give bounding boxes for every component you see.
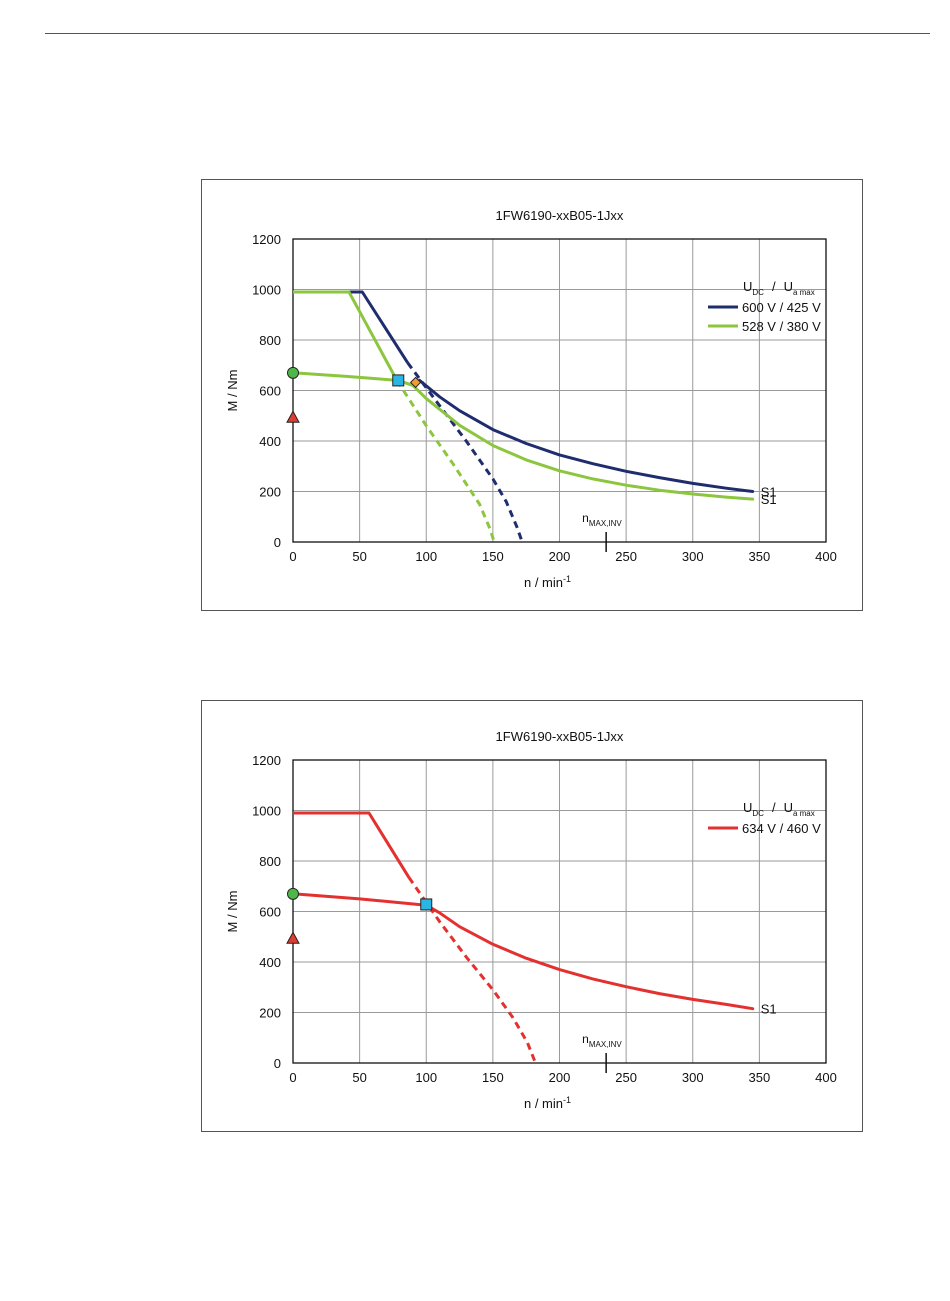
x-tick-label: 100: [415, 549, 437, 564]
marker-circle: [287, 366, 299, 379]
y-tick-label: 800: [259, 854, 281, 869]
legend-header: UDC / Ua max: [743, 800, 815, 818]
marker-triangle: [286, 931, 300, 944]
marker-square: [420, 898, 433, 911]
legend-header-u2: U: [784, 279, 793, 294]
x-tick-label: 250: [615, 1070, 637, 1085]
n-max-inv-label: nMAX,INV: [582, 511, 622, 528]
x-tick-label: 50: [352, 1070, 366, 1085]
n-max-inv-label-main: n: [582, 1032, 589, 1046]
n-max-inv-label-main: n: [582, 511, 589, 525]
plot-area-border: [292, 759, 827, 1064]
y-axis-label: M / Nm: [225, 370, 240, 412]
y-tick-label: 400: [259, 955, 281, 970]
x-tick-label: 150: [482, 549, 504, 564]
y-tick-label: 1200: [252, 753, 281, 768]
x-axis-label: n / min-1: [524, 1095, 571, 1111]
s1-label: S1: [761, 492, 777, 507]
legend-header-u1: U: [743, 279, 752, 294]
chart-title: 1FW6190-xxB05-1Jxx: [496, 208, 624, 223]
y-tick-label: 800: [259, 333, 281, 348]
y-tick-label: 600: [259, 384, 281, 399]
legend-entry: 600 V / 425 V: [742, 300, 821, 315]
x-tick-label: 0: [289, 1070, 296, 1085]
n-max-inv-label: nMAX,INV: [582, 1032, 622, 1049]
series-navy-peak-dashed-line: [406, 361, 524, 543]
y-tick-label: 0: [274, 535, 281, 550]
marker-diamond: [409, 376, 422, 389]
series-green-s1-line: [291, 371, 755, 501]
chart-2: 1FW6190-xxB05-1Jxx 0 50 100 150 200 250 300 350 4…: [225, 729, 837, 1111]
x-tick-label: 400: [815, 549, 837, 564]
x-tick-label: 250: [615, 549, 637, 564]
x-tick-label: 0: [289, 549, 296, 564]
n-max-inv-label-sub: MAX,INV: [589, 1040, 623, 1049]
x-tick-label: 350: [749, 549, 771, 564]
s1-label: S1: [761, 1002, 777, 1017]
legend-header-u2: U: [784, 800, 793, 815]
series-red-peak-dashed-line: [407, 876, 537, 1064]
y-tick-label: 200: [259, 1006, 281, 1021]
series-navy-s1-line: [418, 378, 755, 493]
y-tick-label: 1000: [252, 804, 281, 819]
x-tick-label: 100: [415, 1070, 437, 1085]
plot-area-border: [292, 238, 827, 543]
n-max-inv-label-sub: MAX,INV: [589, 519, 623, 528]
x-axis-label-text: n / min: [524, 1096, 563, 1111]
marker-circle: [287, 887, 299, 900]
legend-header-sep: /: [772, 279, 776, 294]
legend-header: UDC / Ua max: [743, 279, 815, 297]
series-green-peak-dashed-line: [395, 379, 496, 543]
s1-label: S1: [761, 485, 777, 500]
chart-1-frame: 1FW6190-xxB05-1Jxx 0 50 100 150 200 250 300 350 4…: [201, 179, 863, 611]
x-axis-label-superscript: -1: [563, 574, 571, 584]
y-tick-label: 600: [259, 905, 281, 920]
x-tick-label: 400: [815, 1070, 837, 1085]
marker-triangle: [286, 410, 300, 423]
x-axis-label-text: n / min: [524, 575, 563, 590]
series-green-peak-line: [293, 290, 399, 382]
legend-header-u1-sub: DC: [752, 288, 764, 297]
legend-header-u1-sub: DC: [752, 809, 764, 818]
y-tick-label: 400: [259, 434, 281, 449]
legend-header-u2-sub: a max: [793, 809, 815, 818]
series-navy-peak-line: [293, 290, 409, 364]
x-tick-label: 50: [352, 549, 366, 564]
chart-title: 1FW6190-xxB05-1Jxx: [496, 729, 624, 744]
x-tick-label: 300: [682, 1070, 704, 1085]
y-tick-label: 1000: [252, 283, 281, 298]
page-top-rule: [45, 33, 930, 34]
chart-2-frame: 1FW6190-xxB05-1Jxx 0 50 100 150 200 250 300 350 4…: [201, 700, 863, 1132]
x-axis-label: n / min-1: [524, 574, 571, 590]
x-tick-label: 200: [549, 549, 571, 564]
chart-1: 1FW6190-xxB05-1Jxx 0 50 100 150 200 250 300 350 4…: [225, 208, 837, 590]
legend-entry: 528 V / 380 V: [742, 319, 821, 334]
legend-header-u1: U: [743, 800, 752, 815]
x-tick-label: 300: [682, 549, 704, 564]
series-red-peak-line: [293, 811, 411, 879]
x-tick-label: 200: [549, 1070, 571, 1085]
legend-header-sep: /: [772, 800, 776, 815]
y-tick-label: 200: [259, 485, 281, 500]
x-tick-label: 150: [482, 1070, 504, 1085]
legend-header-u2-sub: a max: [793, 288, 815, 297]
x-axis-label-superscript: -1: [563, 1095, 571, 1105]
y-axis-label: M / Nm: [225, 891, 240, 933]
y-tick-label: 1200: [252, 232, 281, 247]
legend-entry: 634 V / 460 V: [742, 821, 821, 836]
x-tick-label: 350: [749, 1070, 771, 1085]
y-tick-label: 0: [274, 1056, 281, 1071]
marker-square: [392, 374, 405, 387]
